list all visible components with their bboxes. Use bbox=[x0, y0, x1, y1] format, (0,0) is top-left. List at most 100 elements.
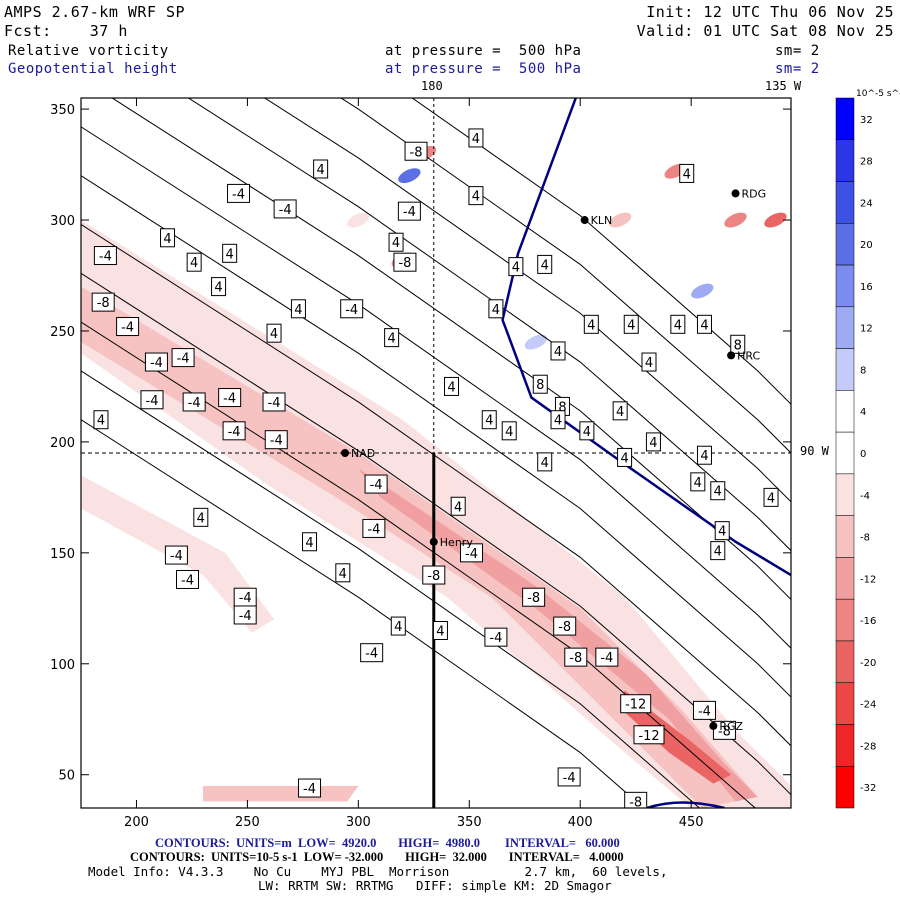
contour-label: 4 bbox=[97, 414, 105, 429]
contour-label: -8 bbox=[410, 145, 423, 160]
contour-label: -4 bbox=[228, 425, 241, 440]
contour-label: 4 bbox=[767, 491, 775, 506]
contour-label-box bbox=[624, 791, 648, 808]
colorbar-level-label: -24 bbox=[860, 700, 876, 711]
contour-label: 4 bbox=[718, 525, 726, 540]
contour-label: 4 bbox=[305, 536, 313, 551]
contour-label-box bbox=[468, 128, 484, 148]
field2-smoothing: sm= 2 bbox=[775, 61, 820, 77]
contour-label-box bbox=[550, 341, 566, 361]
colorbar-swatch bbox=[835, 264, 855, 308]
contour-label-box bbox=[390, 616, 406, 636]
forecast-hour: Fcst: 37 h bbox=[4, 22, 128, 40]
contour-label-box bbox=[193, 507, 209, 527]
contour-label-box bbox=[266, 323, 282, 343]
contour-label-box bbox=[211, 277, 227, 297]
contour-label-box bbox=[290, 299, 306, 319]
contour-label: 4 bbox=[714, 545, 722, 560]
contour-label: -4 bbox=[279, 203, 292, 218]
colorbar-swatch bbox=[835, 390, 855, 433]
lon-135w-label: 135 W bbox=[765, 79, 802, 93]
y-tick-label: 200 bbox=[50, 436, 75, 451]
vorticity-feature-1 bbox=[398, 168, 421, 184]
x-tick-label: 450 bbox=[679, 815, 704, 830]
contour-label: 4 bbox=[714, 485, 722, 500]
contour-label-box bbox=[227, 183, 251, 203]
contour-label: 4 bbox=[700, 449, 708, 464]
contour-label: -4 bbox=[99, 250, 112, 265]
contour-label-box bbox=[460, 543, 483, 563]
contour-label-box bbox=[537, 254, 553, 274]
footer-vort-contours: CONTOURS: UNITS=10-5 s-1 LOW= -32.000 HI… bbox=[130, 850, 624, 864]
contour-label: -8 bbox=[97, 296, 110, 311]
contour-label: -4 bbox=[188, 396, 201, 411]
contour-label: -4 bbox=[270, 434, 283, 449]
contour-label: 4 bbox=[587, 318, 595, 333]
contour-label-box bbox=[550, 410, 566, 430]
contour-label-box bbox=[714, 521, 730, 541]
contour-label: 4 bbox=[674, 318, 682, 333]
contour-label-box bbox=[710, 541, 726, 561]
colorbar-swatch bbox=[835, 682, 855, 725]
contour-label: 4 bbox=[316, 163, 324, 178]
colorbar-swatch bbox=[835, 181, 855, 224]
contour-label: 4 bbox=[627, 318, 635, 333]
plot-area: -4 -8 -4 -4 -4 -4 -4 -4 -4 -4 -4 4 4 4 4 4 -4 4 4 -4 -4 4 4 -8 4… bbox=[81, 98, 791, 808]
field1-pressure: at pressure = 500 hPa bbox=[385, 43, 582, 59]
contour-label: -8 bbox=[718, 724, 731, 739]
contour-label-box bbox=[612, 401, 628, 421]
y-tick-label: 150 bbox=[50, 547, 75, 562]
station-marker bbox=[341, 449, 350, 457]
colorbar-level-label: 24 bbox=[860, 198, 873, 209]
contour-label-box bbox=[670, 314, 686, 334]
contour-label: -4 bbox=[600, 651, 613, 666]
contour-label: 4 bbox=[649, 436, 657, 451]
contour-label: 4 bbox=[436, 625, 444, 640]
contour-label-box bbox=[444, 376, 460, 396]
footer-height-contours: CONTOURS: UNITS=m LOW= 4920.0 HIGH= 4980… bbox=[155, 836, 620, 850]
contour-label: -4 bbox=[232, 187, 245, 202]
contour-label: -4 bbox=[563, 771, 576, 786]
vorticity-feature-6 bbox=[691, 283, 714, 299]
x-tick-label: 300 bbox=[346, 815, 371, 830]
contour-label: 4 bbox=[485, 414, 493, 429]
field1-label: Relative vorticity bbox=[8, 43, 169, 59]
contour-label-box bbox=[532, 374, 548, 394]
contour-label: 8 bbox=[558, 400, 566, 415]
contour-label: -12 bbox=[638, 729, 659, 744]
contour-label-box bbox=[160, 228, 176, 248]
contour-label-box bbox=[364, 474, 388, 494]
vorticity-contour-line bbox=[81, 272, 791, 796]
y-tick-label: 100 bbox=[50, 658, 75, 673]
contour-label-box bbox=[645, 432, 661, 452]
colorbar-level-label: -8 bbox=[860, 533, 870, 544]
colorbar-swatch bbox=[835, 473, 855, 516]
contour-label-box bbox=[91, 292, 115, 312]
station-marker bbox=[429, 537, 438, 546]
contour-label: -4 bbox=[403, 205, 416, 220]
contour-label-box bbox=[422, 565, 446, 585]
lon-90w-label: 90 W bbox=[800, 444, 829, 458]
contour-label-box bbox=[397, 201, 421, 221]
contour-label-box bbox=[488, 299, 504, 319]
contour-label-box bbox=[501, 421, 517, 441]
contour-label: 4 bbox=[394, 620, 402, 635]
contour-label-box bbox=[313, 159, 329, 179]
contour-label: -8 bbox=[527, 591, 540, 606]
y-tick-label: 50 bbox=[58, 769, 75, 784]
contour-label-box bbox=[233, 605, 257, 625]
contour-label: 4 bbox=[392, 236, 400, 251]
x-tick-label: 400 bbox=[568, 815, 593, 830]
contour-label-box bbox=[579, 421, 595, 441]
contour-label: 4 bbox=[554, 414, 562, 429]
contour-label-box bbox=[335, 563, 351, 583]
colorbar-level-label: 0 bbox=[860, 449, 866, 460]
contour-label: 8 bbox=[536, 378, 544, 393]
contour-label: 4 bbox=[387, 332, 395, 347]
station-label: RDG bbox=[742, 187, 767, 200]
footer-physics: LW: RRTM SW: RRTMG DIFF: simple KM: 2D S… bbox=[258, 878, 612, 893]
field1-smoothing: sm= 2 bbox=[775, 43, 820, 59]
contour-label-box bbox=[595, 647, 619, 667]
contour-label: 4 bbox=[214, 281, 222, 296]
contour-label-box bbox=[730, 334, 746, 354]
